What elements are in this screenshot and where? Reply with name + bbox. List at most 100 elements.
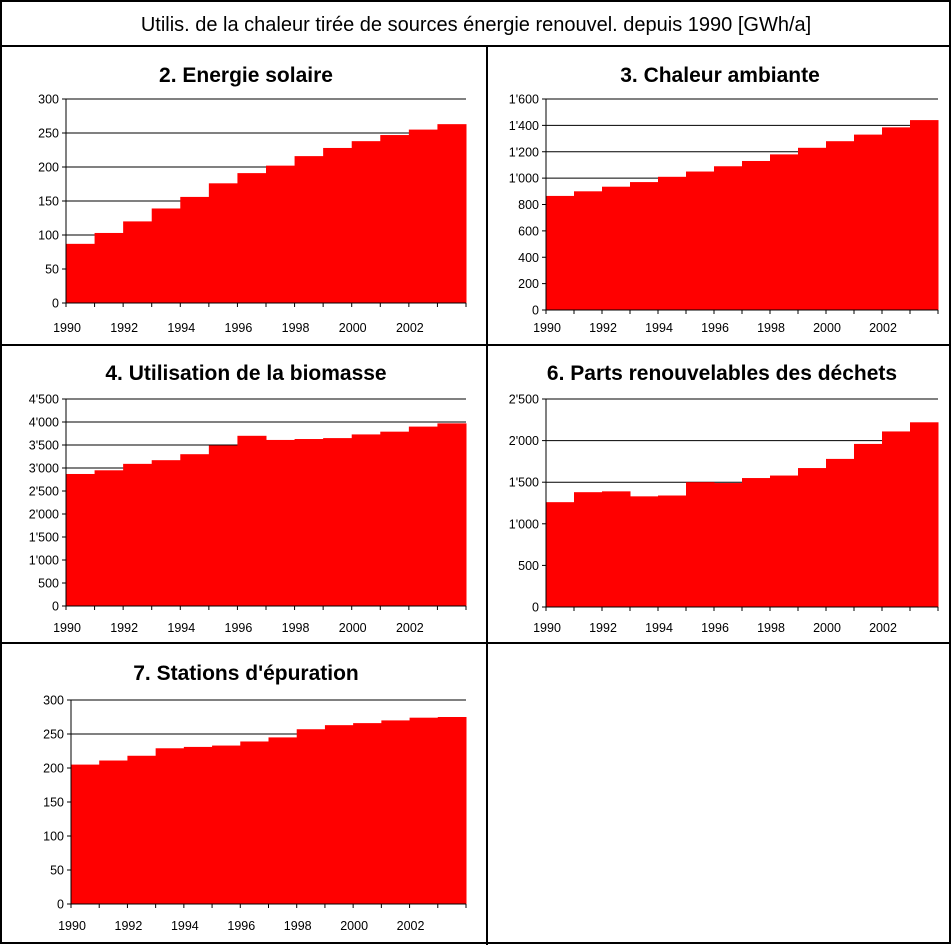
y-tick-label: 1'400 (509, 119, 539, 133)
panel-title: 7. Stations d'épuration (133, 662, 359, 685)
y-tick-label: 1'500 (509, 476, 539, 490)
x-tick-label: 1990 (53, 621, 81, 635)
bar (686, 482, 715, 607)
bar (742, 478, 771, 607)
bar (854, 443, 883, 607)
bar (380, 135, 410, 303)
y-tick-label: 200 (38, 161, 59, 175)
y-tick-label: 0 (57, 898, 64, 912)
bar (237, 173, 267, 303)
chart-panel: 4. Utilisation de la biomasse 0 500 1'000 1'… (29, 362, 467, 635)
bar (574, 492, 603, 607)
bar (882, 127, 911, 311)
bar (826, 141, 855, 310)
x-tick-label: 1998 (757, 621, 785, 635)
bar (237, 435, 267, 606)
bar (602, 186, 631, 310)
bar (854, 134, 883, 310)
x-tick-label: 1994 (167, 321, 195, 335)
x-tick-label: 2002 (396, 621, 424, 635)
x-tick-label: 1992 (589, 621, 617, 635)
y-tick-label: 800 (518, 198, 539, 212)
bar (123, 221, 153, 303)
bar (323, 147, 353, 303)
bar (180, 196, 210, 303)
y-tick-label: 0 (532, 601, 539, 615)
x-tick-label: 2000 (339, 621, 367, 635)
panel-title: 2. Energie solaire (159, 64, 333, 87)
bar (240, 741, 269, 904)
bar (408, 129, 438, 303)
bar (183, 746, 213, 904)
bar (630, 182, 659, 310)
bar (151, 460, 181, 606)
y-tick-label: 500 (518, 559, 539, 573)
x-tick-label: 2000 (339, 321, 367, 335)
bar (127, 755, 157, 904)
bar (266, 439, 296, 606)
x-tick-label: 1996 (701, 321, 729, 335)
bar (151, 208, 181, 303)
bar (94, 232, 124, 303)
x-tick-label: 1990 (53, 321, 81, 335)
y-tick-label: 4'500 (29, 393, 59, 407)
y-tick-label: 2'000 (29, 508, 59, 522)
chart-panel: 3. Chaleur ambiante 0 200 400 600 800 1'000 1'2… (509, 64, 939, 335)
bar (910, 422, 939, 607)
y-tick-label: 1'600 (509, 93, 539, 107)
bar (437, 423, 467, 606)
x-tick-label: 2000 (340, 919, 368, 933)
bar (714, 483, 743, 607)
y-tick-label: 4'000 (29, 416, 59, 430)
x-tick-label: 1998 (282, 321, 310, 335)
y-tick-label: 0 (532, 304, 539, 318)
bar (408, 426, 438, 606)
x-tick-label: 1994 (167, 621, 195, 635)
x-tick-label: 2002 (397, 919, 425, 933)
bar (351, 141, 381, 303)
y-tick-label: 2'000 (509, 434, 539, 448)
bar (882, 431, 911, 607)
bar (409, 717, 439, 904)
y-tick-label: 1'200 (509, 145, 539, 159)
x-tick-label: 1990 (533, 621, 561, 635)
bar (826, 458, 855, 607)
x-tick-label: 1994 (645, 321, 673, 335)
y-tick-label: 150 (38, 195, 59, 209)
y-tick-label: 300 (43, 694, 64, 708)
y-tick-label: 0 (52, 297, 59, 311)
y-tick-label: 200 (518, 277, 539, 291)
y-tick-label: 1'000 (29, 554, 59, 568)
bar (180, 454, 210, 606)
bar (296, 729, 326, 904)
bar (71, 764, 100, 904)
chart-panels: 2. Energie solaire0501001502002503001990… (29, 64, 939, 933)
bar (770, 475, 799, 607)
x-tick-label: 1990 (58, 919, 86, 933)
x-tick-label: 1992 (589, 321, 617, 335)
bar (437, 124, 467, 303)
y-tick-label: 250 (43, 728, 64, 742)
y-tick-label: 3'500 (29, 439, 59, 453)
bar (294, 156, 324, 303)
y-tick-label: 150 (43, 796, 64, 810)
panel-title: 6. Parts renouvelables des déchets (547, 362, 897, 385)
figure-title: Utilis. de la chaleur tirée de sources é… (141, 14, 811, 36)
panel-title: 3. Chaleur ambiante (620, 64, 820, 87)
bar (268, 737, 298, 904)
bar (323, 438, 353, 606)
x-tick-label: 1992 (115, 919, 143, 933)
bar (658, 176, 687, 310)
bar (266, 165, 296, 303)
bar (208, 445, 238, 606)
bar (353, 723, 382, 904)
x-tick-label: 1996 (225, 621, 253, 635)
bar (574, 191, 603, 310)
x-tick-label: 1994 (645, 621, 673, 635)
y-tick-label: 200 (43, 762, 64, 776)
y-tick-label: 2'500 (509, 393, 539, 407)
bar (66, 243, 96, 303)
x-tick-label: 1994 (171, 919, 199, 933)
x-tick-label: 2002 (869, 621, 897, 635)
